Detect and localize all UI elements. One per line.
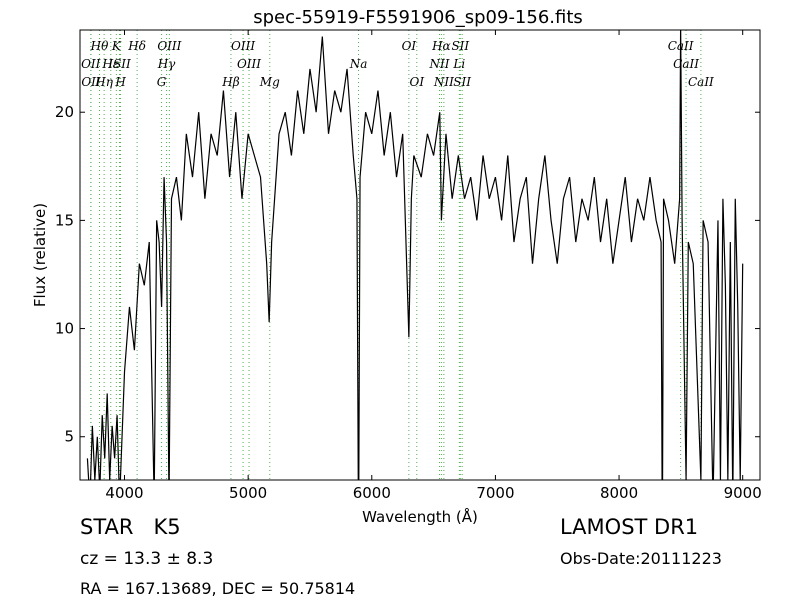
spectral-line-label: OIII (231, 39, 255, 53)
spectral-line-label: CaII (688, 75, 714, 89)
redshift: cz = 13.3 ± 8.3 (80, 549, 213, 569)
chart-title: spec-55919-F5591906_sp09-156.fits (253, 7, 583, 28)
x-tick-label: 5000 (229, 484, 267, 502)
spectral-line-label: OII (81, 57, 101, 71)
spectral-line-label: OI (409, 75, 424, 89)
spectral-line-label: ISII (107, 57, 131, 71)
spectral-line-label: K (111, 39, 122, 53)
x-tick-label: 6000 (353, 484, 391, 502)
plot-frame (79, 29, 761, 481)
spectral-line-label: NII (429, 57, 450, 71)
spectral-line-label: Hα (431, 39, 451, 53)
spectral-line-label: Hε (101, 57, 119, 71)
coordinates: RA = 167.13689, DEC = 50.75814 (80, 579, 355, 598)
spectral-line-label: Hγ (157, 57, 176, 71)
spectral-line-label: SII (453, 75, 471, 89)
x-tick-label: 9000 (724, 484, 762, 502)
spectral-line-label: Li (452, 57, 465, 71)
survey: LAMOST DR1 (560, 515, 698, 539)
x-tick-label: 7000 (476, 484, 514, 502)
y-axis-label: Flux (relative) (31, 203, 49, 307)
spectral-line-label: H (114, 75, 126, 89)
spectral-line-label: OIII (157, 39, 181, 53)
spectral-line-label: Na (349, 57, 368, 71)
spectral-line-label: G (157, 75, 167, 89)
x-tick-label: 4000 (105, 484, 143, 502)
spectral-line-label: CaII (673, 57, 699, 71)
spectral-line-label: OIII (237, 57, 261, 71)
x-axis-label: Wavelength (Å) (362, 507, 478, 526)
spectral-line-label: OI (402, 39, 417, 53)
spectrum-line (86, 30, 744, 480)
y-tick-label: 10 (55, 320, 74, 338)
plot-area (86, 30, 744, 480)
obs-date: Obs-Date:20111223 (560, 549, 722, 568)
spectral-line-label: CaII (668, 39, 694, 53)
x-tick-label: 8000 (600, 484, 638, 502)
spectral-line-label: Hβ (221, 75, 239, 89)
spectral-line-label: Mg (259, 75, 280, 89)
y-tick-label: 15 (55, 211, 74, 229)
spectral-line-label: Hθ (90, 39, 109, 53)
spectral-line-label: Hδ (127, 39, 146, 53)
spectral-line-label: NII (433, 75, 454, 89)
object-class: STAR K5 (80, 515, 181, 539)
spectral-line-label: SII (451, 39, 469, 53)
spectral-line-label: OII (81, 75, 101, 89)
y-tick-label: 20 (55, 103, 74, 121)
spectral-line-label: Hη (94, 75, 113, 89)
y-tick-label: 5 (64, 428, 74, 446)
